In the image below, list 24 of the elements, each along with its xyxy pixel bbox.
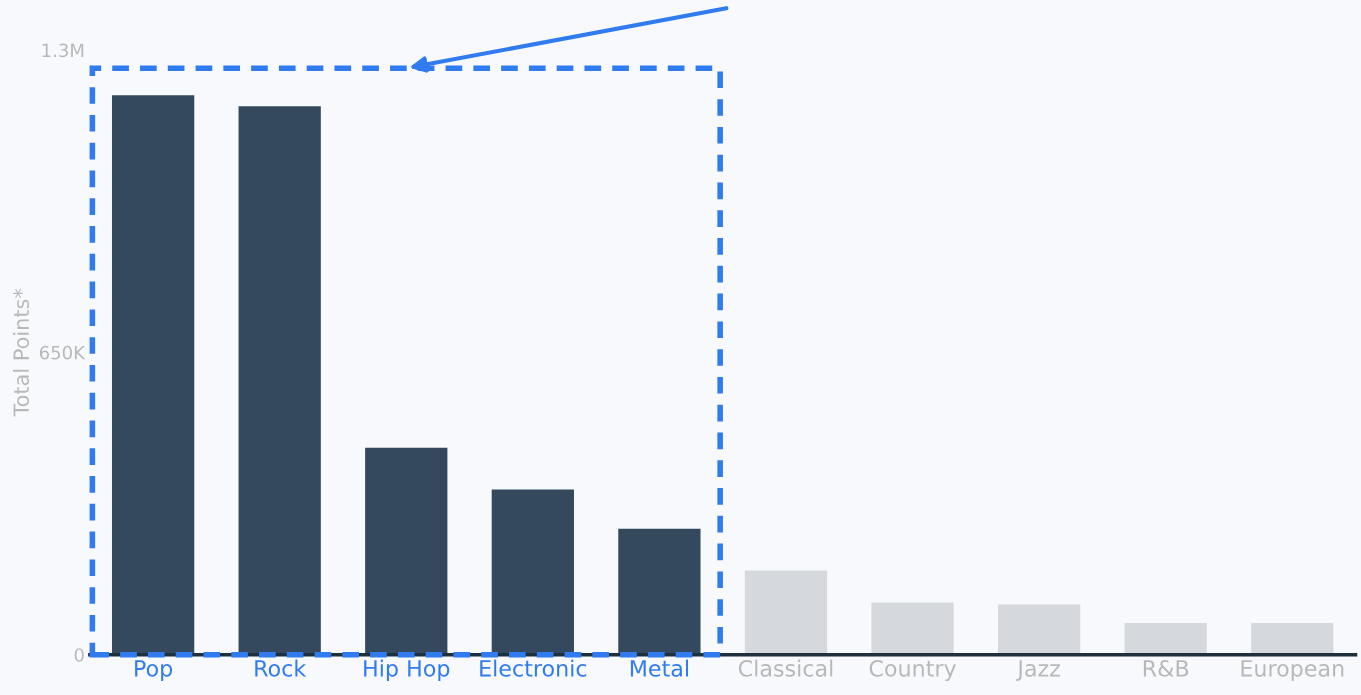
bar (1124, 623, 1207, 655)
bar (238, 106, 321, 655)
bar (618, 528, 701, 655)
x-tick-label: Jazz (1016, 660, 1060, 681)
x-tick-label: Classical (738, 659, 833, 677)
x-tick-label: European (1241, 660, 1344, 682)
x-tick-label: Pop (135, 660, 173, 682)
y-tick-label: 650K (39, 345, 86, 360)
x-tick-label: Metal (630, 659, 688, 677)
x-tick-label: Country (869, 659, 957, 682)
bar (871, 602, 954, 655)
y-axis-title: Total Points* (12, 288, 30, 417)
bar (744, 570, 828, 655)
bar (997, 604, 1081, 655)
y-tick-label: 1.3M (42, 43, 84, 58)
bar (491, 489, 574, 655)
y-tick-label: 0 (74, 648, 84, 662)
bar (365, 447, 448, 655)
x-tick-label: Hip Hop (364, 659, 450, 682)
x-tick-label: R&B (1143, 659, 1189, 677)
bar (1251, 623, 1334, 655)
x-tick-label: Rock (255, 659, 307, 677)
x-tick-label: Electronic (480, 659, 587, 677)
bar (111, 95, 195, 655)
